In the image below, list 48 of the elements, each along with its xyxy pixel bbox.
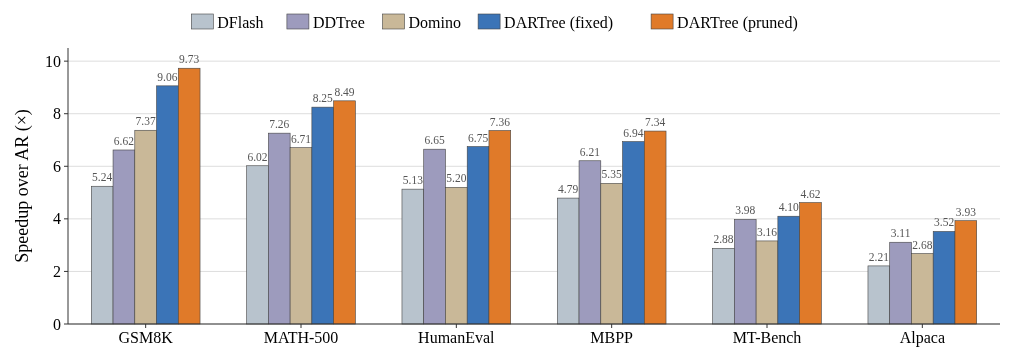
data-label: 2.68 <box>912 238 933 251</box>
data-label: 4.62 <box>800 187 821 200</box>
y-tick-label: 0 <box>53 315 61 333</box>
data-label: 9.06 <box>157 70 178 83</box>
y-tick-label: 6 <box>53 157 61 175</box>
data-label: 5.13 <box>402 174 424 187</box>
data-label: 6.21 <box>579 145 601 158</box>
data-label: 3.98 <box>735 204 756 217</box>
data-label: 5.35 <box>601 168 622 181</box>
legend-label: DARTree (pruned) <box>677 13 798 32</box>
legend-label: DFlash <box>217 13 264 31</box>
data-label: 7.34 <box>645 116 666 129</box>
y-tick-label: 4 <box>53 210 61 228</box>
data-label: 7.37 <box>135 115 156 128</box>
y-tick-label: 8 <box>53 105 61 123</box>
x-tick-label: MATH-500 <box>263 329 339 346</box>
data-label: 9.73 <box>179 53 200 66</box>
data-label: 3.93 <box>955 205 977 218</box>
x-tick-label: Alpaca <box>899 329 945 347</box>
y-tick-label: 2 <box>53 263 61 281</box>
data-label: 6.02 <box>247 150 268 163</box>
x-tick-label: GSM8K <box>118 329 174 346</box>
legend-label: DDTree <box>312 13 365 31</box>
data-label: 3.52 <box>934 216 955 229</box>
data-label: 3.16 <box>756 225 778 238</box>
data-label: 8.25 <box>312 92 334 105</box>
data-label: 2.88 <box>713 233 734 246</box>
data-label: 6.65 <box>424 134 445 147</box>
data-label: 7.26 <box>269 118 290 131</box>
data-label: 4.79 <box>558 183 579 196</box>
data-label: 6.75 <box>468 131 489 144</box>
data-label: 6.71 <box>290 132 312 145</box>
data-label: 3.11 <box>890 227 911 240</box>
y-tick-label: 10 <box>45 52 61 70</box>
legend-label: Domino <box>408 13 461 31</box>
data-label: 5.20 <box>446 172 467 185</box>
data-label: 4.10 <box>778 201 800 214</box>
data-label: 6.94 <box>623 126 644 139</box>
data-label: 6.62 <box>113 134 135 147</box>
x-tick-label: HumanEval <box>418 329 496 346</box>
x-tick-label: MBPP <box>590 329 634 346</box>
data-label: 8.49 <box>334 85 355 98</box>
data-label: 5.24 <box>92 171 113 184</box>
x-tick-label: MT-Bench <box>732 329 802 346</box>
data-label: 2.21 <box>868 250 890 263</box>
y-axis-title: Speedup over AR (×) <box>12 109 33 263</box>
legend-label: DARTree (fixed) <box>504 13 614 32</box>
data-label: 7.36 <box>489 115 511 128</box>
